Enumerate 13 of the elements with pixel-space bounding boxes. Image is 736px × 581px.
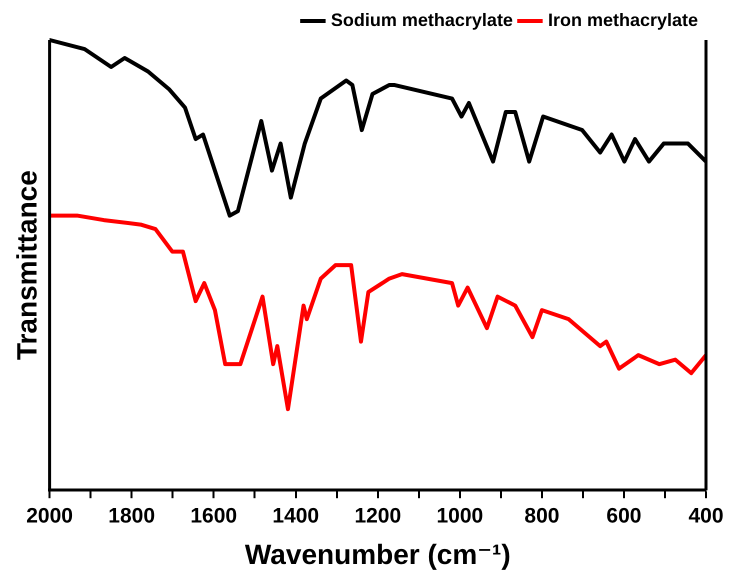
legend-label: Iron methacrylate: [548, 10, 698, 30]
x-tick-label: 600: [606, 504, 642, 528]
x-tick-label: 400: [688, 504, 724, 528]
x-tick-label: 800: [524, 504, 560, 528]
x-tick-label: 1400: [272, 504, 320, 528]
x-axis-title: Wavenumber (cm⁻¹): [244, 538, 511, 570]
x-tick-label: 1000: [436, 504, 484, 528]
x-tick-label: 1800: [108, 504, 156, 528]
x-tick-label: 1200: [354, 504, 402, 528]
x-tick-label: 2000: [26, 504, 73, 528]
y-axis-title: Transmittance: [12, 170, 43, 360]
legend-label: Sodium methacrylate: [330, 10, 513, 30]
x-tick-label: 1600: [190, 504, 238, 528]
